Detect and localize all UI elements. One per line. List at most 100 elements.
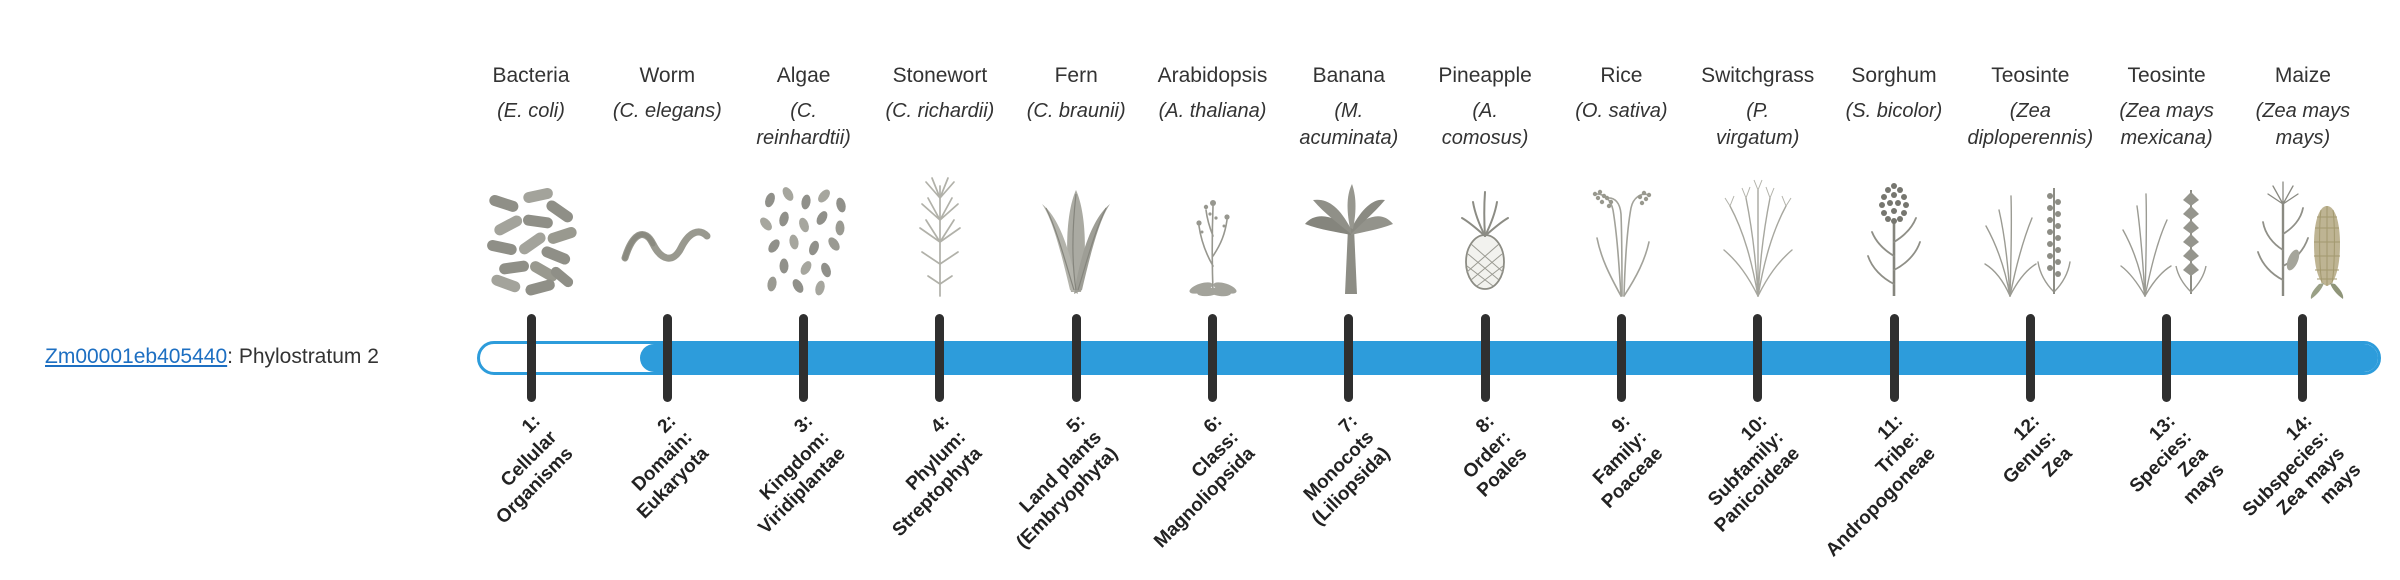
stratum-tick-label: 8: Order: Poales [1458, 410, 1532, 502]
organism-common-name: Banana [1312, 64, 1385, 87]
organism-illustration-wrap [880, 172, 1000, 302]
stratum-tick-label: 13: Species: Zea mays [2126, 410, 2229, 509]
stratum-tick-label: 3: Kingdom: Viridiplantae [754, 410, 850, 539]
stratum-column: Teosinte (Zea mays mexicana) 13: Species… [2097, 0, 2237, 580]
stratum-tick [935, 314, 945, 402]
organism-scientific-name: (C. braunii) [1026, 100, 1126, 122]
organism-scientific-name: (O. sativa) [1575, 100, 1668, 122]
organism-common-name: Worm [639, 64, 696, 87]
stratum-tick-label: 4: Phylum: Streptophyta [888, 410, 986, 541]
stratum-column: Fern (C. braunii) 5: Land plants (Embryo… [1006, 0, 1146, 580]
organism-scientific-name: (S. bicolor) [1845, 100, 1943, 122]
stratum-tick [1889, 314, 1899, 402]
banana-illustration [1289, 172, 1409, 302]
stratum-column: Arabidopsis (A. thaliana) 6: Class: Magn… [1143, 0, 1283, 580]
organism-illustration-wrap [1289, 172, 1409, 302]
maize-illustration [2243, 172, 2363, 302]
pineapple-illustration [1425, 172, 1545, 302]
organism-common-name: Pineapple [1438, 64, 1532, 87]
organism-illustration-wrap [744, 172, 864, 302]
organism-common-name: Fern [1054, 64, 1098, 87]
stratum-tick [1071, 314, 1081, 402]
organism-scientific-name: (Zea mays mexicana) [2119, 100, 2214, 149]
stratum-column: Switchgrass (P. virgatum) 10: Subfamily:… [1688, 0, 1828, 580]
stratum-tick [526, 314, 536, 402]
gene-id-link[interactable]: Zm00001eb405440 [45, 345, 228, 368]
stratum-column: Banana (M. acuminata) 7: Monocots (Lilio… [1279, 0, 1419, 580]
organism-scientific-name: (A. thaliana) [1158, 100, 1267, 122]
stratum-column: Rice (O. sativa) 9: Family: Poaceae [1551, 0, 1691, 580]
stratum-tick [2025, 314, 2035, 402]
arabidopsis-illustration [1153, 172, 1273, 302]
teosinte-mexicana-illustration [2107, 172, 2227, 302]
stratum-tick-label: 9: Family: Poaceae [1589, 410, 1668, 513]
organism-common-name: Rice [1600, 64, 1643, 87]
stratum-column: Pineapple (A. comosus) 8: Order: Poales [1415, 0, 1555, 580]
stratum-tick-label: 12: Genus: Zea [1998, 410, 2077, 489]
stratum-tick-label: 14: Subspecies: Zea mays mays [2238, 410, 2366, 521]
organism-illustration-wrap [2243, 172, 2363, 302]
fern-illustration [1016, 172, 1136, 302]
stratum-tick [1753, 314, 1763, 402]
stratum-column: Worm (C. elegans) 2: Domain: Eukaryota [597, 0, 737, 580]
organism-common-name: Switchgrass [1701, 64, 1815, 87]
organism-scientific-name: (C. reinhardtii) [756, 100, 851, 149]
organism-common-name: Sorghum [1851, 64, 1937, 87]
organism-scientific-name: (A. comosus) [1441, 100, 1529, 149]
stratum-tick [2298, 314, 2308, 402]
stratum-column: Sorghum (S. bicolor) 11: Tribe: Andropog… [1822, 0, 1964, 580]
stratum-column: Algae (C. reinhardtii) 3: Kingdom: Virid… [734, 0, 874, 580]
organism-scientific-name: (P. virgatum) [1716, 100, 1800, 149]
gene-phylostratum-text: : Phylostratum 2 [227, 345, 379, 368]
organism-illustration-wrap [1016, 172, 1136, 302]
stratum-tick-label: 7: Monocots (Liliopsida) [1300, 410, 1395, 530]
rice-illustration [1561, 172, 1681, 302]
stratum-tick [799, 314, 809, 402]
timeline-bar [477, 341, 2381, 375]
stratum-tick-label: 10: Subfamily: Panicoideae [1703, 410, 1804, 537]
organism-scientific-name: (M. acuminata) [1299, 100, 1399, 149]
organism-illustration-wrap [471, 172, 591, 302]
organism-common-name: Arabidopsis [1157, 64, 1268, 87]
stratum-column: Bacteria (E. coli) 1: Cellular Organisms [461, 0, 601, 580]
organism-scientific-name: (Zea mays mays) [2255, 100, 2351, 149]
organism-common-name: Stonewort [892, 64, 988, 87]
sorghum-illustration [1834, 172, 1954, 302]
organism-scientific-name: (Zea diploperennis) [1967, 100, 2094, 149]
organism-common-name: Algae [776, 64, 831, 87]
stratum-tick [662, 314, 672, 402]
organism-illustration-wrap [1970, 172, 2090, 302]
stratum-tick [1616, 314, 1626, 402]
organism-common-name: Maize [2274, 64, 2331, 87]
stratum-tick [1344, 314, 1354, 402]
gene-label: Zm00001eb405440: Phylostratum 2 [45, 345, 379, 369]
worm-illustration [607, 172, 727, 302]
algae-illustration [744, 172, 864, 302]
stratum-tick [1480, 314, 1490, 402]
organism-common-name: Teosinte [1991, 64, 2070, 87]
organism-illustration-wrap [1153, 172, 1273, 302]
organism-illustration-wrap [1561, 172, 1681, 302]
organism-illustration-wrap [1425, 172, 1545, 302]
stratum-tick-label: 2: Domain: Eukaryota [628, 410, 714, 524]
stratum-tick [1208, 314, 1217, 402]
bacteria-illustration [471, 172, 591, 302]
timeline-bar-filled-region [640, 344, 2378, 372]
stratum-column: Stonewort (C. richardii) 4: Phylum: Stre… [870, 0, 1010, 580]
stratum-tick-label: 1: Cellular Organisms [492, 410, 578, 529]
organism-illustration-wrap [1834, 172, 1954, 302]
stratum-tick [2162, 314, 2172, 402]
stratum-column: Maize (Zea mays mays) 14: Subspecies: Ze… [2233, 0, 2373, 580]
organism-scientific-name: (C. richardii) [885, 100, 995, 122]
organism-illustration-wrap [1698, 172, 1818, 302]
organism-scientific-name: (E. coli) [497, 100, 565, 122]
organism-illustration-wrap [2107, 172, 2227, 302]
organism-scientific-name: (C. elegans) [612, 100, 722, 122]
stratum-column: Teosinte (Zea diploperennis) 12: Genus: … [1960, 0, 2100, 580]
organism-illustration-wrap [607, 172, 727, 302]
stonewort-illustration [880, 172, 1000, 302]
switchgrass-illustration [1698, 172, 1818, 302]
organism-common-name: Bacteria [492, 64, 570, 87]
